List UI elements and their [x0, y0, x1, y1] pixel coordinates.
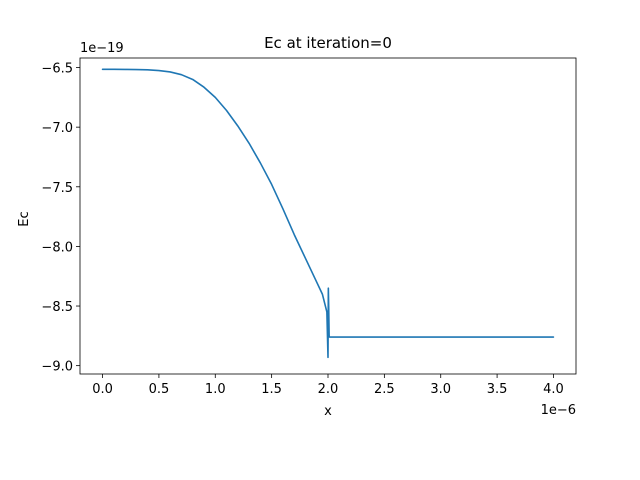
x-tick-label: 4.0	[543, 382, 564, 397]
y-axis-label: Ec	[17, 211, 32, 226]
x-tick-label: 1.5	[261, 382, 282, 397]
x-tick-label: 0.0	[92, 382, 113, 397]
y-tick-label: −8.5	[41, 300, 73, 315]
y-tick-label: −9.0	[41, 360, 73, 375]
x-tick-label: 3.5	[487, 382, 508, 397]
x-axis-offset-text: 1e−6	[541, 403, 576, 418]
y-tick-label: −7.0	[41, 121, 73, 136]
x-axis-ticks: 0.0 0.5 1.0 1.5 2.0 2.5 3.0 3.5 4.0	[92, 374, 564, 397]
x-tick-label: 0.5	[149, 382, 170, 397]
x-tick-label: 2.5	[374, 382, 395, 397]
y-tick-label: −6.5	[41, 62, 73, 77]
x-tick-label: 3.0	[430, 382, 451, 397]
y-axis-offset-text: 1e−19	[80, 41, 124, 56]
y-axis-ticks: −6.5 −7.0 −7.5 −8.0 −8.5 −9.0	[41, 62, 80, 375]
y-tick-label: −7.5	[41, 181, 73, 196]
plot-area-frame	[79, 57, 577, 375]
series-line-0	[101, 68, 555, 359]
series-layer	[101, 68, 555, 359]
x-tick-label: 1.0	[205, 382, 226, 397]
x-axis-label: x	[324, 404, 332, 419]
x-tick-label: 2.0	[318, 382, 339, 397]
y-tick-label: −8.0	[41, 240, 73, 255]
chart-title: Ec at iteration=0	[264, 34, 392, 52]
